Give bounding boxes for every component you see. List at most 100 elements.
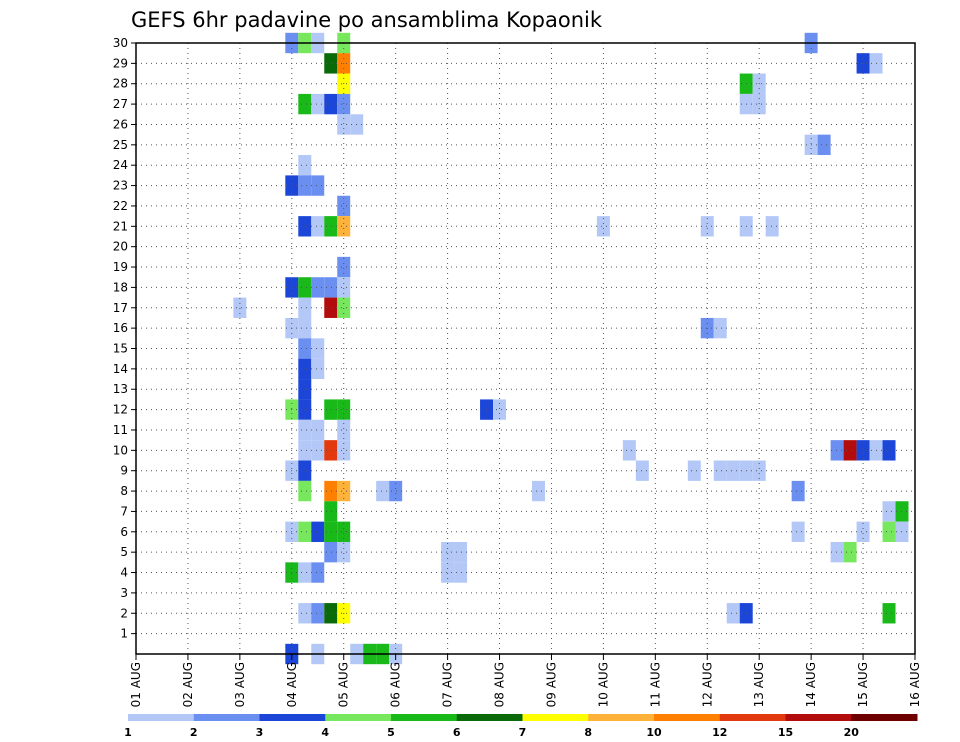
heatmap-cell <box>298 358 312 380</box>
y-tick-label: 11 <box>113 423 128 437</box>
heatmap-cell <box>882 603 896 624</box>
heatmap-cell <box>376 480 390 502</box>
heatmap-cell <box>441 541 455 563</box>
x-tick-label: 05 AUG <box>337 662 351 707</box>
legend-swatch <box>522 714 589 721</box>
legend-swatch <box>851 714 918 721</box>
heatmap-cell <box>622 440 636 461</box>
heatmap-cell <box>337 440 351 461</box>
legend-swatch <box>325 714 392 721</box>
heatmap-cell <box>337 277 351 298</box>
y-tick-label: 23 <box>113 179 128 193</box>
color-legend: 1 2 3 4 5 6 7 8 10 12 15 20 <box>124 714 918 739</box>
heatmap-cell <box>233 297 247 318</box>
heatmap-cell <box>324 399 338 420</box>
heatmap-cell <box>298 399 312 420</box>
x-tick-label: 11 AUG <box>648 662 662 707</box>
heatmap-cell <box>856 440 870 461</box>
heatmap-cell <box>324 93 338 115</box>
heatmap-cell <box>311 175 325 196</box>
heatmap-cell <box>337 399 351 420</box>
heatmap-cell <box>337 216 351 237</box>
x-tick-label: 04 AUG <box>285 662 299 707</box>
legend-label: 1 <box>124 726 132 739</box>
heatmap-cell <box>337 419 351 441</box>
heatmap-cell <box>298 175 312 196</box>
x-tick-label: 06 AUG <box>389 662 403 707</box>
heatmap-cell <box>791 521 805 542</box>
y-tick-label: 21 <box>113 219 128 233</box>
y-tick-label: 1 <box>120 627 128 641</box>
heatmap-cell <box>298 317 312 339</box>
legend-label: 6 <box>453 726 461 739</box>
x-tick-label: 01 AUG <box>129 662 143 707</box>
heatmap-cell <box>726 460 740 481</box>
legend-label: 10 <box>646 726 662 739</box>
legend-label: 4 <box>321 726 329 739</box>
x-tick-label: 14 AUG <box>804 662 818 707</box>
heatmap-cell <box>337 114 351 135</box>
x-tick-label: 08 AUG <box>493 662 507 707</box>
y-tick-label: 4 <box>120 566 128 580</box>
heatmap-cell <box>687 460 701 481</box>
heatmap-cell <box>298 338 312 359</box>
legend-label: 20 <box>844 726 860 739</box>
heatmap-cell <box>298 93 312 115</box>
heatmap-cell <box>882 440 896 461</box>
y-tick-label: 6 <box>120 525 128 539</box>
heatmap-cell <box>324 440 338 461</box>
heatmap-cell <box>882 501 896 522</box>
heatmap-cell <box>311 419 325 441</box>
y-tick-label: 8 <box>120 484 128 498</box>
legend-label: 2 <box>190 726 198 739</box>
legend-swatch <box>456 714 523 721</box>
y-tick-label: 30 <box>113 36 128 50</box>
legend-swatch <box>259 714 326 721</box>
heatmap-cell <box>882 521 896 542</box>
x-tick-label: 03 AUG <box>233 662 247 707</box>
heatmap-cell <box>324 216 338 237</box>
legend-label: 7 <box>519 726 527 739</box>
heatmap-cell <box>298 155 312 176</box>
grid-lines <box>136 43 915 654</box>
heatmap-cell <box>843 541 857 563</box>
x-tick-label: 12 AUG <box>700 662 714 707</box>
heatmap-cell <box>311 338 325 359</box>
heatmap-cell <box>324 541 338 563</box>
x-axis: 01 AUG 02 AUG 03 AUG 04 AUG 05 AUG 06 AUG 07 A… <box>129 654 922 707</box>
heatmap-cell <box>337 256 351 278</box>
heatmap-cell <box>700 216 714 237</box>
legend-swatch <box>588 714 655 721</box>
y-tick-label: 9 <box>120 464 128 478</box>
y-tick-label: 13 <box>113 382 128 396</box>
heatmap-cell <box>324 480 338 502</box>
heatmap-cell <box>752 460 766 481</box>
heatmap-cell <box>324 297 338 318</box>
heatmap-cell <box>324 53 338 74</box>
heatmap-cell <box>298 297 312 318</box>
heatmap-cell <box>311 521 325 542</box>
heatmap-cell <box>298 216 312 237</box>
legend-label: 3 <box>256 726 264 739</box>
heatmap-cell <box>298 521 312 542</box>
heatmap-cell <box>311 216 325 237</box>
y-tick-label: 28 <box>113 77 128 91</box>
y-tick-label: 10 <box>113 443 128 457</box>
heatmap-cell <box>493 399 507 420</box>
x-tick-label: 09 AUG <box>544 662 558 707</box>
x-tick-label: 02 AUG <box>181 662 195 707</box>
heatmap-cell <box>298 277 312 298</box>
heatmap-cell <box>337 480 351 502</box>
y-tick-label: 17 <box>113 301 128 315</box>
y-tick-label: 27 <box>113 97 128 111</box>
heatmap-cell <box>389 480 403 502</box>
heatmap-cell <box>337 195 351 217</box>
heatmap-cell <box>324 521 338 542</box>
y-tick-label: 25 <box>113 138 128 152</box>
heatmap-cell <box>298 379 312 400</box>
legend-swatch <box>719 714 786 721</box>
heatmap-cell <box>713 460 727 481</box>
heatmap-cell <box>830 541 844 563</box>
y-tick-label: 7 <box>120 504 128 518</box>
heatmap-cell <box>596 216 610 237</box>
